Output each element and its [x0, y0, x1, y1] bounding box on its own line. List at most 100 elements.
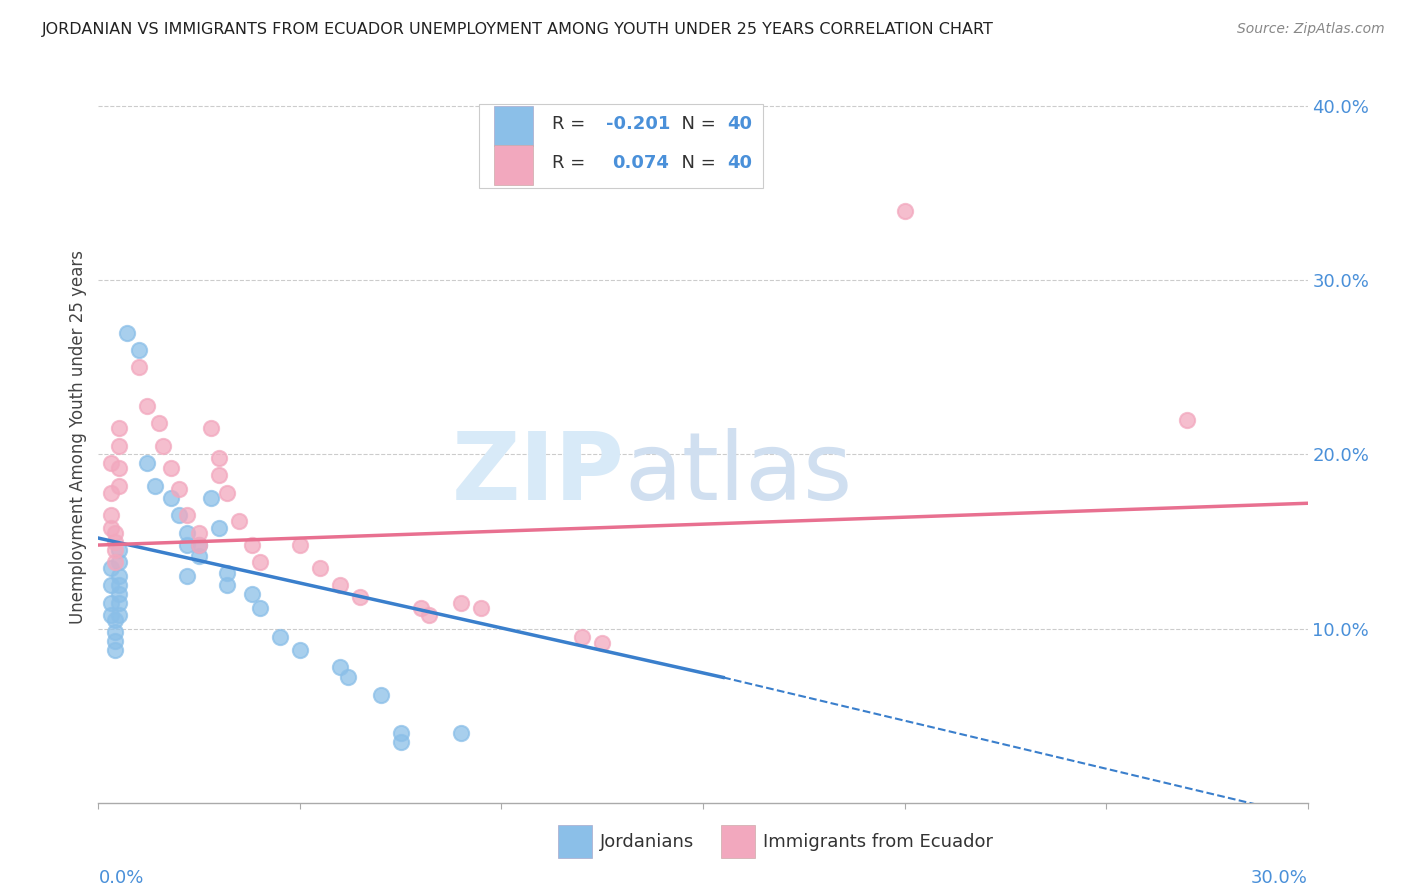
- Point: [228, 514, 250, 528]
- Point: [208, 521, 231, 535]
- Point: [135, 399, 157, 413]
- Point: [591, 635, 613, 649]
- Point: [148, 416, 170, 430]
- Point: [103, 556, 125, 570]
- Point: [329, 578, 352, 592]
- Point: [103, 543, 125, 558]
- Point: [107, 479, 129, 493]
- Point: [100, 607, 122, 622]
- Point: [128, 343, 150, 357]
- Text: 40: 40: [727, 153, 752, 172]
- Point: [100, 508, 122, 523]
- Y-axis label: Unemployment Among Youth under 25 years: Unemployment Among Youth under 25 years: [69, 250, 87, 624]
- Point: [249, 600, 271, 615]
- Point: [389, 735, 412, 749]
- Point: [107, 595, 129, 609]
- Text: N =: N =: [671, 153, 721, 172]
- Text: N =: N =: [671, 115, 721, 133]
- Point: [176, 525, 198, 540]
- Point: [188, 549, 211, 563]
- Point: [208, 468, 231, 483]
- Point: [103, 534, 125, 549]
- FancyBboxPatch shape: [479, 104, 763, 188]
- Point: [349, 591, 371, 605]
- Bar: [558, 825, 592, 858]
- Text: Source: ZipAtlas.com: Source: ZipAtlas.com: [1237, 22, 1385, 37]
- Point: [200, 421, 222, 435]
- Text: R =: R =: [551, 115, 591, 133]
- Point: [217, 566, 239, 580]
- Point: [188, 525, 211, 540]
- Point: [107, 569, 129, 583]
- Point: [893, 203, 915, 218]
- Point: [450, 726, 472, 740]
- Point: [100, 578, 122, 592]
- Point: [188, 538, 211, 552]
- Point: [160, 491, 183, 505]
- Point: [100, 595, 122, 609]
- Point: [107, 556, 129, 570]
- Bar: [494, 106, 533, 146]
- Point: [103, 525, 125, 540]
- Text: ZIP: ZIP: [451, 427, 624, 520]
- Point: [176, 538, 198, 552]
- Point: [288, 642, 311, 657]
- Point: [167, 483, 190, 497]
- Point: [107, 543, 129, 558]
- Point: [115, 326, 138, 340]
- Point: [103, 633, 125, 648]
- Point: [470, 600, 492, 615]
- Point: [217, 578, 239, 592]
- Point: [152, 439, 174, 453]
- Point: [167, 508, 190, 523]
- Point: [100, 560, 122, 574]
- Point: [409, 600, 432, 615]
- Text: 40: 40: [727, 115, 752, 133]
- Point: [103, 613, 125, 627]
- Bar: [721, 825, 755, 858]
- Text: Jordanians: Jordanians: [600, 832, 695, 851]
- Point: [309, 560, 332, 574]
- Point: [370, 688, 392, 702]
- Point: [107, 439, 129, 453]
- Bar: [494, 145, 533, 185]
- Text: R =: R =: [551, 153, 591, 172]
- Point: [107, 461, 129, 475]
- Point: [389, 726, 412, 740]
- Point: [288, 538, 311, 552]
- Text: -0.201: -0.201: [606, 115, 671, 133]
- Point: [208, 450, 231, 465]
- Point: [217, 485, 239, 500]
- Point: [100, 521, 122, 535]
- Point: [107, 587, 129, 601]
- Point: [337, 670, 360, 684]
- Point: [188, 538, 211, 552]
- Point: [135, 456, 157, 470]
- Point: [1175, 412, 1198, 426]
- Point: [107, 578, 129, 592]
- Point: [240, 587, 263, 601]
- Point: [103, 625, 125, 640]
- Point: [143, 479, 166, 493]
- Point: [128, 360, 150, 375]
- Point: [176, 569, 198, 583]
- Text: atlas: atlas: [624, 427, 852, 520]
- Text: Immigrants from Ecuador: Immigrants from Ecuador: [763, 832, 994, 851]
- Text: JORDANIAN VS IMMIGRANTS FROM ECUADOR UNEMPLOYMENT AMONG YOUTH UNDER 25 YEARS COR: JORDANIAN VS IMMIGRANTS FROM ECUADOR UNE…: [42, 22, 994, 37]
- Point: [571, 631, 593, 645]
- Point: [240, 538, 263, 552]
- Point: [418, 607, 440, 622]
- Text: 0.074: 0.074: [613, 153, 669, 172]
- Point: [100, 456, 122, 470]
- Text: 30.0%: 30.0%: [1251, 869, 1308, 887]
- Point: [103, 642, 125, 657]
- Point: [249, 556, 271, 570]
- Text: 0.0%: 0.0%: [98, 869, 143, 887]
- Point: [269, 631, 291, 645]
- Point: [176, 508, 198, 523]
- Point: [107, 607, 129, 622]
- Point: [100, 485, 122, 500]
- Point: [450, 595, 472, 609]
- Point: [329, 660, 352, 674]
- Point: [200, 491, 222, 505]
